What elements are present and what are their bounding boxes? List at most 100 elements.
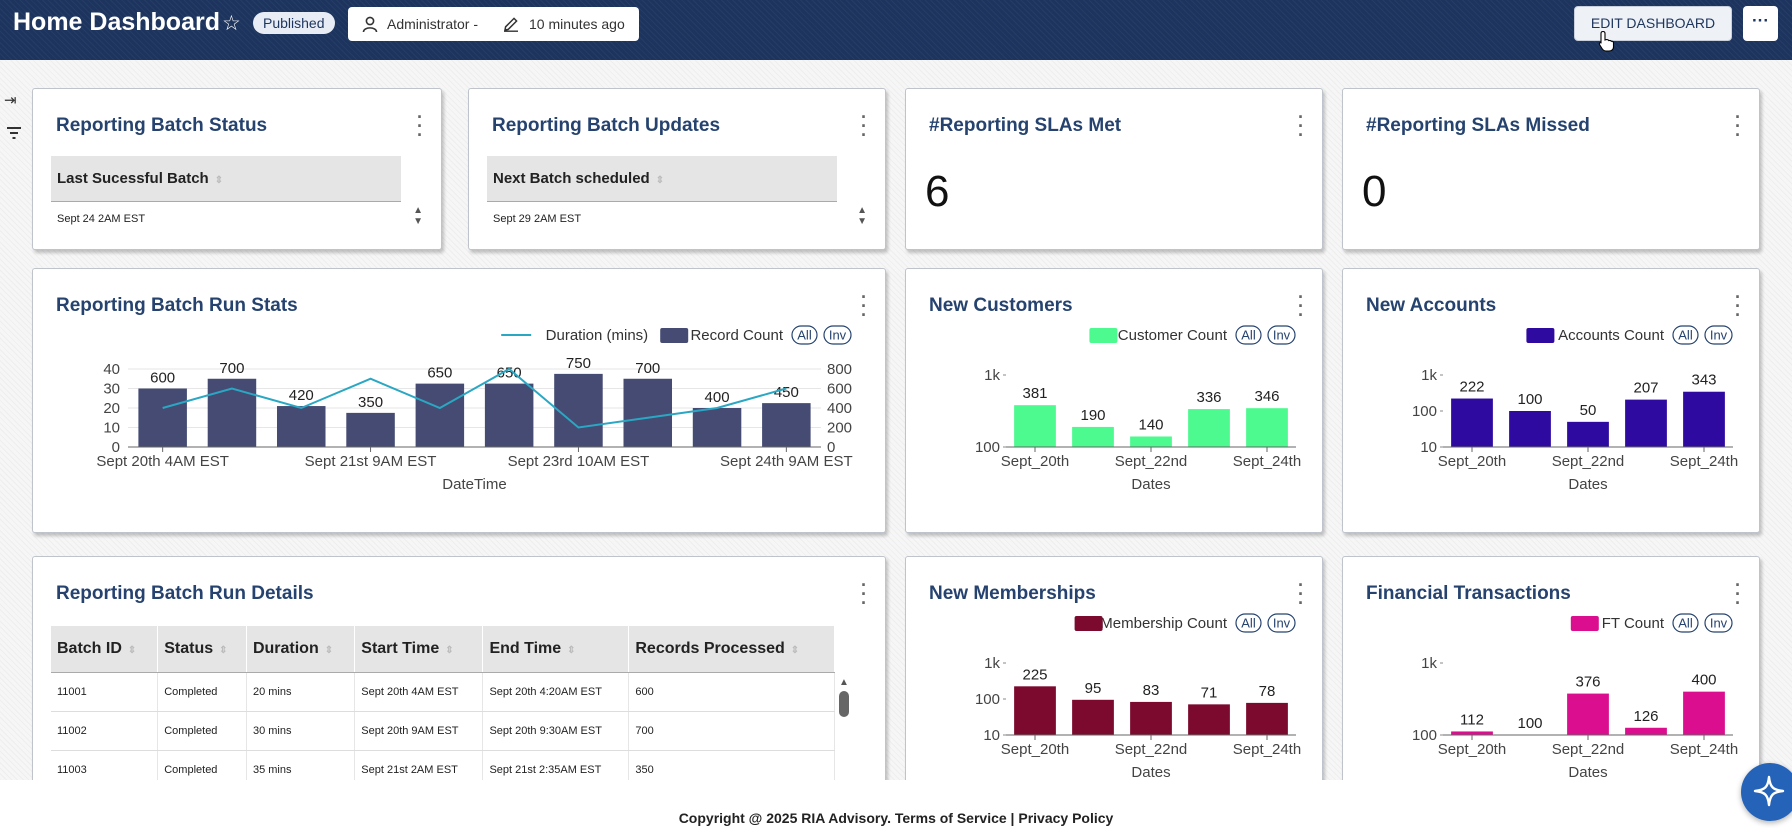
footer: Copyright @ 2025 RIA Advisory. Terms of … <box>0 780 1792 828</box>
duration-line[interactable] <box>162 367 787 429</box>
legend-inv-button[interactable] <box>1704 613 1733 633</box>
record-count-bar[interactable] <box>692 408 742 447</box>
record-count-bar[interactable] <box>484 383 534 447</box>
legend-inv-label: Inv <box>829 328 847 343</box>
legend-swatch[interactable] <box>660 328 689 343</box>
bar-value-label: 83 <box>1143 682 1160 699</box>
sort-icon[interactable]: ⇕ <box>127 644 137 656</box>
x-axis-title: Dates <box>1131 476 1170 493</box>
count-bar[interactable] <box>1683 691 1725 735</box>
legend-swatch[interactable] <box>1570 616 1599 631</box>
count-bar[interactable] <box>1188 409 1230 447</box>
legend-all-button[interactable] <box>1672 613 1699 633</box>
record-count-bar[interactable] <box>762 403 811 447</box>
legend-inv-button[interactable] <box>823 325 852 345</box>
count-bar[interactable] <box>1625 727 1667 735</box>
x-tick-label: Sept_24th <box>1233 453 1301 470</box>
card-new-customers: New Customers · · · Inv All Customer Count 10… <box>905 268 1323 533</box>
owner-info[interactable]: Administrator - 10 minutes ago <box>348 7 639 41</box>
record-count-bar[interactable] <box>415 383 465 447</box>
column-header[interactable]: End Time ⇕ <box>482 626 630 673</box>
card-menu-icon[interactable]: · · · <box>1298 287 1304 325</box>
bar-value-label: 400 <box>705 389 730 406</box>
sort-icon[interactable]: ⇕ <box>567 644 576 656</box>
mini-table-header[interactable]: Last Sucessful Batch ⇕ <box>51 156 401 202</box>
legend-all-button[interactable] <box>1235 325 1262 345</box>
count-bar[interactable] <box>1130 701 1172 735</box>
scroll-arrows-icon[interactable]: ▲ ▼ <box>413 205 423 227</box>
collapse-icon[interactable]: ⇥ <box>4 92 17 109</box>
record-count-bar[interactable] <box>276 406 326 447</box>
scroll-arrows-icon[interactable]: ▲ ▼ <box>857 205 867 227</box>
sort-icon[interactable]: ⇕ <box>324 644 334 656</box>
card-menu-icon[interactable]: · · · <box>1735 287 1741 325</box>
count-bar[interactable] <box>1509 411 1551 447</box>
legend-all-button[interactable] <box>1672 325 1699 345</box>
legend-swatch[interactable] <box>1526 328 1555 343</box>
record-count-bar[interactable] <box>138 388 187 448</box>
table-row[interactable]: 11001 Completed 20 mins Sept 20th 4AM EST Se… <box>51 672 835 712</box>
sort-icon[interactable]: ⇕ <box>445 644 454 656</box>
card-menu-icon[interactable]: · · · <box>1735 575 1741 613</box>
legend-label: Membership Count <box>1100 615 1228 632</box>
legend-swatch[interactable] <box>1074 616 1103 631</box>
legend-all-label: All <box>797 328 812 343</box>
sort-icon[interactable]: ⇕ <box>219 644 228 656</box>
table-scrollbar[interactable]: ▲ <box>839 677 849 720</box>
legend-inv-button[interactable] <box>1267 325 1296 345</box>
legend-swatch[interactable] <box>1089 328 1118 343</box>
legend-inv-button[interactable] <box>1704 325 1733 345</box>
x-tick-label: Sept_22nd <box>1552 453 1625 470</box>
more-options-button[interactable]: ··· <box>1743 6 1778 41</box>
mini-table-header[interactable]: Next Batch scheduled ⇕ <box>487 156 837 202</box>
legend-all-button[interactable] <box>1235 613 1262 633</box>
count-bar[interactable] <box>1072 699 1114 735</box>
legend-inv-button[interactable] <box>1267 613 1296 633</box>
count-bar[interactable] <box>1014 405 1056 447</box>
bar-value-label: 112 <box>1460 711 1484 728</box>
x-tick-label: Sept_22nd <box>1115 741 1188 758</box>
card-menu-icon[interactable]: · · · <box>1298 107 1304 145</box>
count-bar[interactable] <box>1567 421 1609 447</box>
count-bar[interactable] <box>1072 426 1114 447</box>
x-axis-title: Dates <box>1131 764 1170 780</box>
card-title: Reporting Batch Updates <box>492 115 721 136</box>
count-bar[interactable] <box>1014 686 1056 735</box>
card-menu-icon[interactable]: · · · <box>1735 107 1741 145</box>
table-cell: 700 <box>628 711 835 751</box>
count-bar[interactable] <box>1683 391 1725 447</box>
owner-name: Administrator - <box>387 16 479 32</box>
card-menu-icon[interactable]: · · · <box>861 575 867 613</box>
record-count-bar[interactable] <box>346 412 395 447</box>
record-count-bar[interactable] <box>554 373 603 447</box>
count-bar[interactable] <box>1451 398 1493 447</box>
count-bar[interactable] <box>1188 704 1230 735</box>
count-bar[interactable] <box>1625 399 1667 447</box>
assistant-fab[interactable] <box>1741 763 1792 821</box>
column-header[interactable]: Status ⇕ <box>157 626 247 673</box>
count-bar[interactable] <box>1567 693 1609 735</box>
edit-dashboard-button[interactable]: EDIT DASHBOARD <box>1574 6 1732 41</box>
legend-all-button[interactable] <box>791 325 818 345</box>
count-bar[interactable] <box>1130 436 1172 447</box>
card-menu-icon[interactable]: · · · <box>861 287 867 325</box>
column-header[interactable]: Duration ⇕ <box>246 626 356 673</box>
card-menu-icon[interactable]: · · · <box>417 107 423 145</box>
record-count-bar[interactable] <box>623 378 673 447</box>
legend-all-label: All <box>1678 328 1693 343</box>
star-icon[interactable]: ☆ <box>222 12 241 35</box>
count-bar[interactable] <box>1246 408 1288 447</box>
table-row[interactable]: 11002 Completed 30 mins Sept 20th 9AM EST Se… <box>51 711 835 751</box>
column-header[interactable]: Records Processed ⇕ <box>628 626 835 673</box>
count-bar[interactable] <box>1246 702 1288 735</box>
sort-icon[interactable]: ⇕ <box>790 644 800 656</box>
count-bar[interactable] <box>1451 731 1493 735</box>
card-menu-icon[interactable]: · · · <box>1298 575 1304 613</box>
legend: Inv All Customer Count <box>1089 325 1296 345</box>
table-row[interactable]: 11003 Completed 35 mins Sept 21st 2AM EST Se… <box>51 750 835 780</box>
filter-icon[interactable] <box>6 126 22 140</box>
record-count-bar[interactable] <box>207 378 257 447</box>
card-menu-icon[interactable]: · · · <box>861 107 867 145</box>
column-header[interactable]: Start Time ⇕ <box>354 626 484 673</box>
column-header[interactable]: Batch ID ⇕ <box>51 626 159 673</box>
